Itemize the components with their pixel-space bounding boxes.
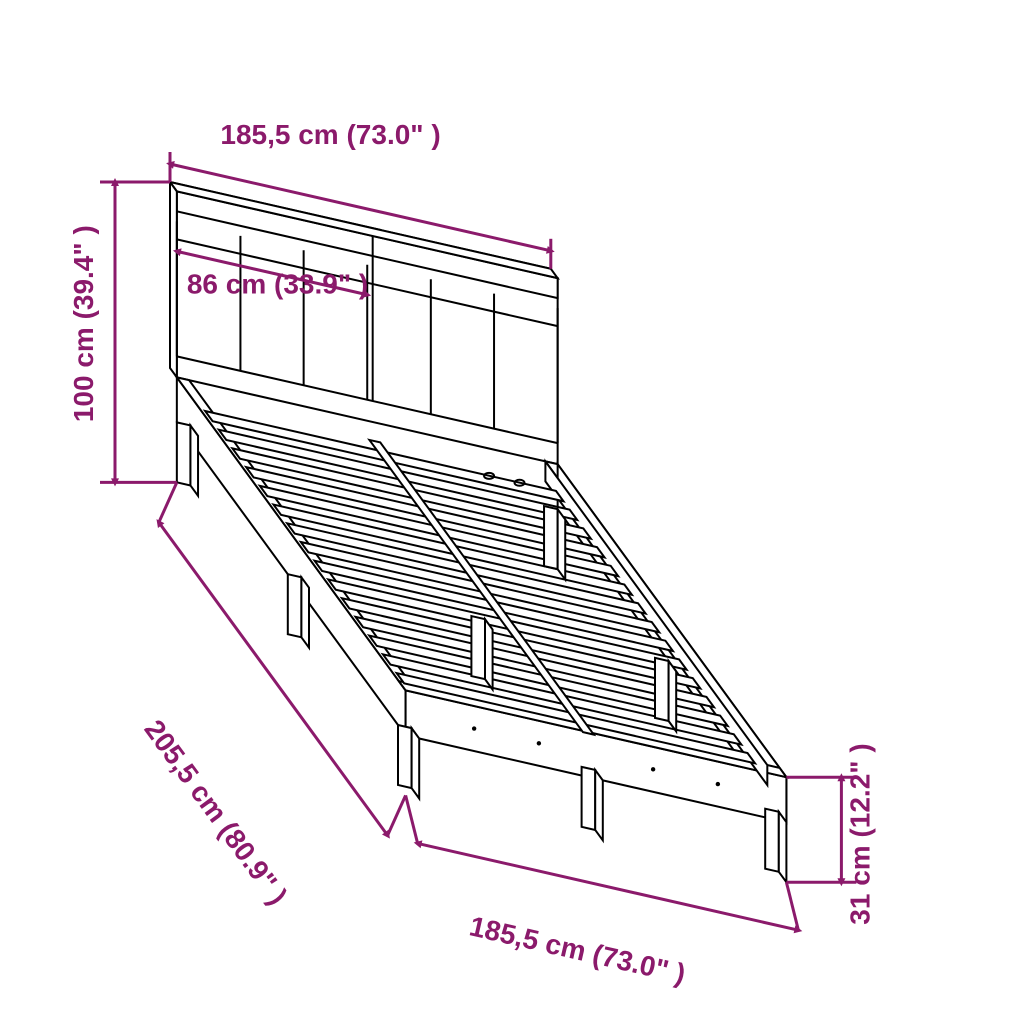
dimension-label: 86 cm (33.9" ) [187, 268, 368, 299]
dimension-label: 185,5 cm (73.0" ) [467, 910, 689, 989]
dimension-label: 205,5 cm (80.9" ) [138, 714, 293, 910]
dimension-label: 31 cm (12.2" ) [844, 743, 875, 924]
dimension-label: 185,5 cm (73.0" ) [220, 119, 440, 150]
dimension-label: 100 cm (39.4" ) [68, 225, 99, 422]
